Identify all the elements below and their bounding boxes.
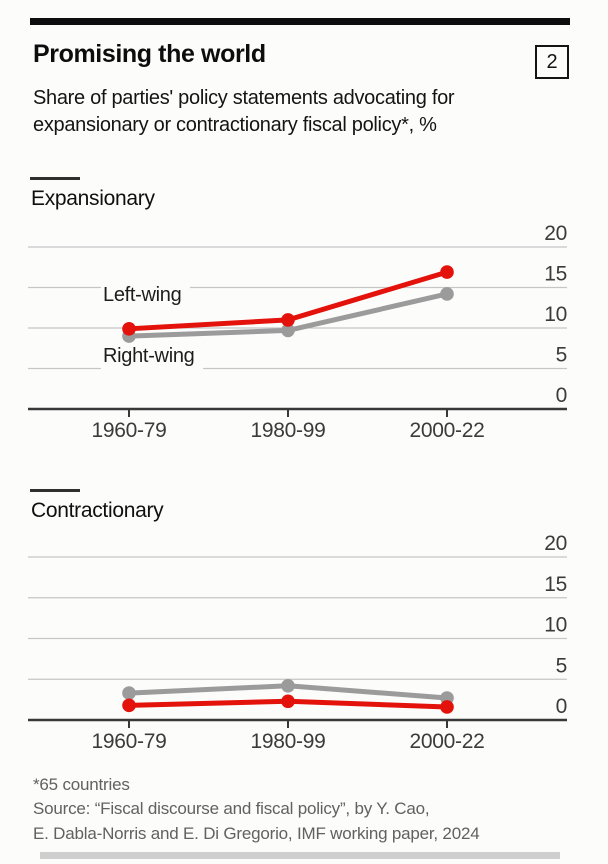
contractionary-chart: 20 15 10 5 0 1960-79 1980-99 2000-22	[0, 532, 608, 765]
series-label-left-wing: Left-wing	[101, 283, 191, 310]
x-axis-label-1980-99: 1980-99	[251, 730, 326, 753]
data-point-right-wing-1980-99	[281, 678, 295, 693]
source-line-1: Source: “Fiscal discourse and fiscal pol…	[33, 799, 430, 818]
footnote: *65 countries	[33, 775, 130, 794]
data-point-left-wing-1980-99	[281, 313, 295, 327]
y-axis-label-5: 5	[556, 344, 567, 367]
y-axis-label-10: 10	[544, 614, 567, 637]
subtitle-line-2: expansionary or contractionary fiscal po…	[33, 114, 437, 136]
bottom-partial-rule	[40, 852, 560, 859]
x-axis-label-2000-22: 2000-22	[410, 730, 485, 753]
source-line-2: E. Dabla-Norris and E. Di Gregorio, IMF …	[33, 824, 480, 843]
chart-subtitle: Share of parties' policy statements advo…	[33, 85, 563, 139]
y-axis-label-20: 20	[544, 535, 567, 555]
section-marker-contractionary	[30, 489, 80, 492]
y-axis-label-5: 5	[556, 654, 567, 677]
y-axis-label-10: 10	[544, 303, 567, 326]
x-axis-label-2000-22: 2000-22	[410, 419, 485, 442]
data-point-right-wing-1960-79	[122, 686, 136, 700]
y-axis-label-20: 20	[544, 222, 567, 245]
chart-title: Promising the world	[33, 40, 266, 68]
expansionary-chart: 20 15 10 5 0 1960-79 1980-99 2000-22	[0, 215, 608, 450]
x-axis-label-1980-99: 1980-99	[251, 419, 326, 442]
y-axis-label-0: 0	[556, 384, 567, 407]
top-rule	[30, 18, 570, 25]
figure-number-badge: 2	[535, 45, 569, 79]
data-point-left-wing-1960-79	[122, 698, 136, 713]
contractionary-plot: 20 15 10 5 0 1960-79 1980-99 2000-22	[28, 532, 567, 753]
x-axis-label-1960-79: 1960-79	[92, 419, 167, 442]
subtitle-line-1: Share of parties' policy statements advo…	[33, 87, 455, 109]
data-point-left-wing-1980-99	[281, 694, 295, 709]
y-axis-label-0: 0	[556, 695, 567, 718]
data-point-left-wing-2000-22	[440, 265, 454, 279]
data-point-right-wing-2000-22	[440, 287, 454, 301]
y-axis-label-15: 15	[544, 573, 567, 596]
panel-title-expansionary: Expansionary	[31, 187, 155, 210]
y-axis-label-15: 15	[544, 263, 567, 286]
data-point-left-wing-1960-79	[122, 322, 136, 336]
data-point-left-wing-2000-22	[440, 700, 454, 714]
expansionary-plot: 20 15 10 5 0 1960-79 1980-99 2000-22	[28, 222, 567, 442]
data-point-right-wing-1980-99	[281, 323, 295, 338]
source-note: Source: “Fiscal discourse and fiscal pol…	[33, 796, 480, 846]
section-marker-expansionary	[30, 177, 80, 180]
x-axis-label-1960-79: 1960-79	[92, 730, 167, 753]
panel-title-contractionary: Contractionary	[31, 499, 164, 522]
series-label-right-wing: Right-wing	[101, 344, 204, 371]
